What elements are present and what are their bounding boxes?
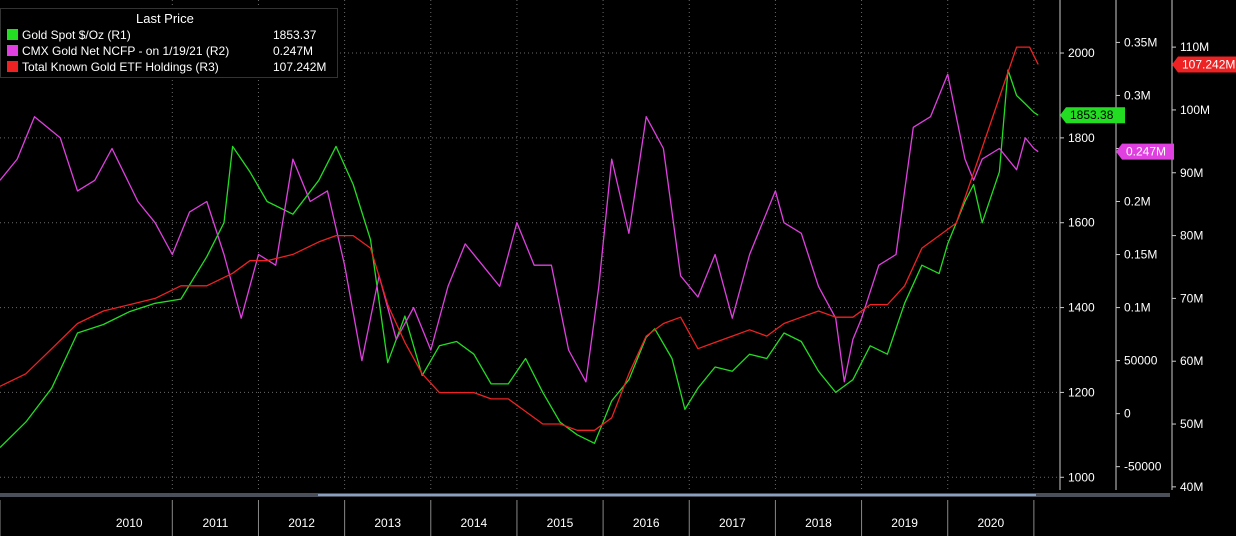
axis-tick-label-r3-90M: 90M bbox=[1180, 166, 1203, 180]
x-tick-label-2020: 2020 bbox=[977, 516, 1004, 530]
legend-label-cmx-net: CMX Gold Net NCFP - on 1/19/21 (R2) bbox=[22, 44, 230, 58]
axis-tick-label-r3-50M: 50M bbox=[1180, 417, 1203, 431]
last-value-tag-bg-r3 bbox=[1172, 56, 1236, 73]
legend-swatch-gold-spot bbox=[7, 29, 18, 40]
x-tick-label-2019: 2019 bbox=[891, 516, 918, 530]
axis-tick-label-r1-1400: 1400 bbox=[1068, 301, 1095, 315]
x-tick-label-2014: 2014 bbox=[461, 516, 488, 530]
legend-header: Last Price bbox=[136, 11, 194, 26]
series-lines bbox=[0, 46, 1039, 449]
last-value-tag-r3: 107.242M bbox=[1172, 56, 1236, 73]
axis-tick-label-r1-1000: 1000 bbox=[1068, 470, 1095, 484]
axes: 1000 1200 1400 1600 1800 2000 -50000 0 50000 0.1M… bbox=[1059, 0, 1236, 494]
axis-tick-label-r2-0.15M: 0.15M bbox=[1124, 248, 1157, 262]
last-value-tag-text-r1: 1853.38 bbox=[1070, 108, 1114, 122]
x-tick-label-2016: 2016 bbox=[633, 516, 660, 530]
axis-tick-label-r2-0.1M: 0.1M bbox=[1124, 301, 1151, 315]
axis-tick-label-r2-50000: 50000 bbox=[1124, 354, 1158, 368]
legend-row-cmx-net: CMX Gold Net NCFP - on 1/19/21 (R2) 0.24… bbox=[7, 44, 313, 59]
legend-value-gold-spot: 1853.37 bbox=[273, 28, 317, 42]
x-tick-label-2013: 2013 bbox=[374, 516, 401, 530]
last-value-tag-r2: 0.247M bbox=[1116, 143, 1174, 160]
axis-tick-label-r2--50000: -50000 bbox=[1124, 460, 1162, 474]
axis-tick-label-r2-0: 0 bbox=[1124, 407, 1131, 421]
series-line-2 bbox=[0, 46, 1039, 431]
x-tick-label-2017: 2017 bbox=[719, 516, 746, 530]
legend-row-gold-spot: Gold Spot $/Oz (R1) 1853.37 bbox=[7, 28, 316, 43]
last-value-tag-bg-r1 bbox=[1060, 107, 1125, 124]
x-axis: 2010 2011 2012 2013 2014 2015 2016 2017 2018 2019… bbox=[0, 493, 1170, 536]
legend-swatch-cmx-net bbox=[7, 45, 18, 56]
axis-tick-label-r3-70M: 70M bbox=[1180, 291, 1203, 305]
legend-row-etf-holdings: Total Known Gold ETF Holdings (R3) 107.2… bbox=[7, 60, 326, 75]
axis-tick-label-r3-110M: 110M bbox=[1180, 40, 1209, 54]
axis-tick-label-r1-1800: 1800 bbox=[1068, 131, 1095, 145]
axis-tick-label-r3-80M: 80M bbox=[1180, 229, 1203, 243]
x-tick-label-2015: 2015 bbox=[547, 516, 574, 530]
legend-label-gold-spot: Gold Spot $/Oz (R1) bbox=[22, 28, 131, 42]
axis-tick-label-r2-0.35M: 0.35M bbox=[1124, 35, 1157, 49]
axis-tick-label-r1-2000: 2000 bbox=[1068, 46, 1095, 60]
legend-swatch-etf-holdings bbox=[7, 61, 18, 72]
legend-label-etf-holdings: Total Known Gold ETF Holdings (R3) bbox=[22, 60, 219, 74]
legend-value-cmx-net: 0.247M bbox=[273, 44, 314, 58]
series-line-0 bbox=[0, 69, 1039, 449]
x-tick-label-2011: 2011 bbox=[202, 516, 228, 530]
axis-tick-label-r1-1200: 1200 bbox=[1068, 385, 1095, 399]
last-value-tag-text-r3: 107.242M bbox=[1182, 57, 1235, 71]
series-line-1 bbox=[0, 73, 1039, 383]
axis-tick-label-r1-1600: 1600 bbox=[1068, 216, 1095, 230]
legend-value-etf-holdings: 107.242M bbox=[273, 60, 327, 74]
last-value-tag-r1: 1853.38 bbox=[1060, 107, 1125, 124]
axis-tick-label-r3-40M: 40M bbox=[1180, 480, 1203, 494]
last-value-tag-text-r2: 0.247M bbox=[1126, 145, 1166, 159]
x-tick-label-2010: 2010 bbox=[116, 516, 143, 530]
last-value-tag-bg-r2 bbox=[1116, 143, 1174, 160]
x-tick-label-2018: 2018 bbox=[805, 516, 832, 530]
x-axis-scroll-thumb bbox=[318, 494, 1036, 496]
x-tick-label-2012: 2012 bbox=[288, 516, 315, 530]
axis-tick-label-r2-0.3M: 0.3M bbox=[1124, 88, 1151, 102]
axis-tick-label-r3-100M: 100M bbox=[1180, 103, 1210, 117]
axis-tick-label-r3-60M: 60M bbox=[1180, 354, 1203, 368]
legend: Last Price Gold Spot $/Oz (R1) 1853.37 C… bbox=[0, 8, 338, 78]
axis-tick-label-r2-0.2M: 0.2M bbox=[1124, 195, 1151, 209]
